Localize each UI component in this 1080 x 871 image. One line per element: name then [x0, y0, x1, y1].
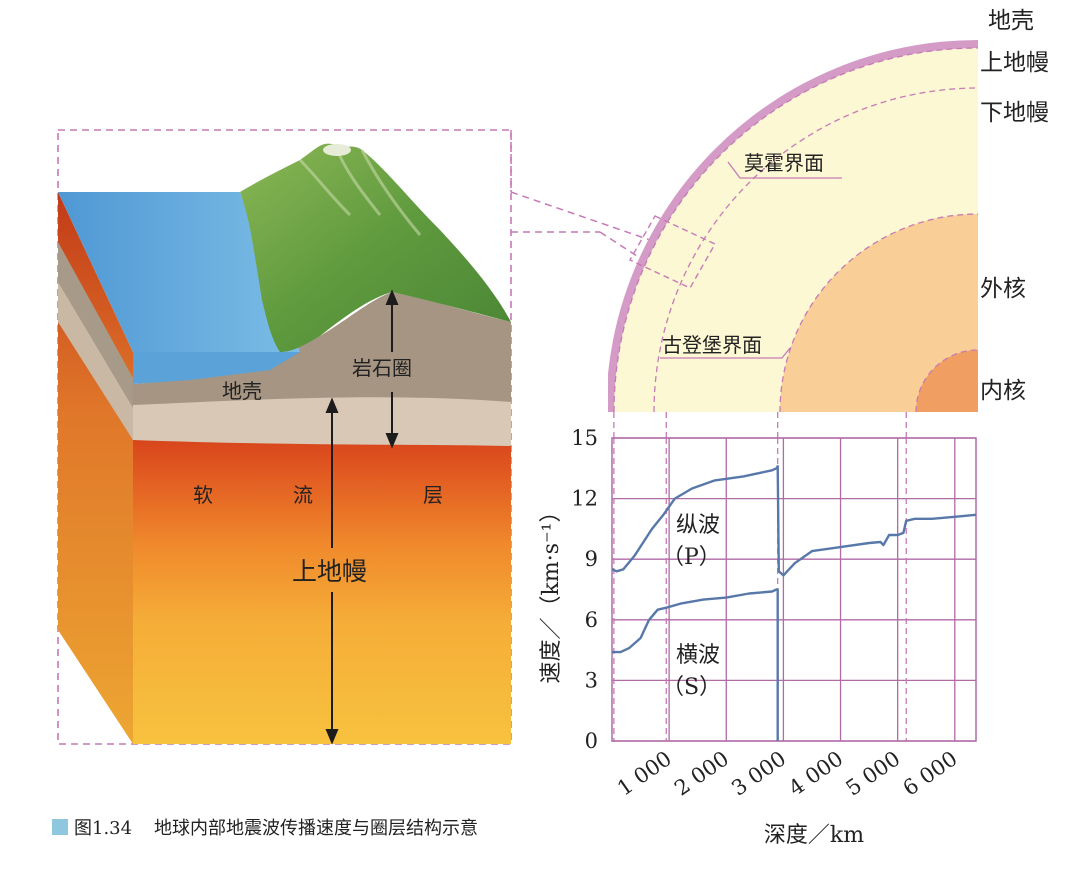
x-tick-label: 6 000: [899, 746, 962, 800]
outer-core-area: [780, 214, 978, 412]
section-lower-mantle-label: 下地幔: [980, 100, 1049, 126]
outer-core-label: 外核: [980, 276, 1026, 302]
y-tick-label: 0: [585, 729, 598, 753]
inner-core-area: [916, 350, 978, 412]
y-tick-labels: 0 3 6 9 12 15: [571, 426, 598, 753]
s-wave-label-line1: 横波: [676, 643, 720, 668]
section-leader-lines: [660, 161, 842, 359]
gutenberg-boundary: [779, 213, 979, 412]
upper-mantle-front: [133, 440, 511, 744]
y-tick-label: 9: [585, 547, 598, 571]
asthenosphere-char-1: 软: [193, 483, 213, 507]
lithosphere-lower-band: [133, 396, 511, 446]
x-tick-label: 2 000: [670, 746, 733, 800]
ocean-surface: [58, 192, 300, 352]
moho-label: 莫霍界面: [744, 151, 824, 175]
x-tick-label: 1 000: [613, 746, 676, 800]
x-tick-label: 3 000: [727, 746, 790, 800]
figure-caption: 图1.34 地球内部地震波传播速度与圈层结构示意: [52, 818, 478, 839]
inner-core-label: 内核: [980, 378, 1026, 404]
x-tick-label: 4 000: [784, 746, 847, 800]
block-upper-mantle-label: 上地幔: [292, 557, 367, 586]
y-tick-label: 12: [571, 487, 598, 511]
mountain: [240, 143, 511, 352]
asthenosphere-char-3: 层: [423, 483, 443, 507]
y-axis-label: 速度／（km·s⁻¹）: [539, 501, 564, 684]
moho-boundary: [613, 47, 979, 412]
chart-series: [612, 465, 976, 741]
inner-core-boundary: [915, 349, 979, 412]
snow-cap: [323, 144, 351, 156]
ocean-front: [133, 352, 300, 384]
lithosphere-arrow: [385, 289, 399, 449]
section-crust-label: 地壳: [988, 8, 1034, 34]
chart-frame: [611, 437, 977, 742]
crust-front: [133, 292, 511, 405]
caption-figure-number: 图1.34: [74, 818, 132, 839]
x-axis-label: 深度／km: [764, 823, 864, 848]
y-tick-label: 15: [571, 426, 598, 450]
zoom-box: [629, 215, 716, 289]
gutenberg-label: 古登堡界面: [662, 333, 762, 357]
zoom-connector: [510, 130, 651, 259]
upper-lower-mantle-boundary: [653, 87, 979, 412]
chart-grid: [612, 437, 976, 742]
p-wave-label-line1: 纵波: [676, 513, 720, 538]
chart-boundary-lines: [613, 412, 907, 741]
p-wave-line: [612, 465, 976, 577]
asthenosphere-char-2: 流: [293, 483, 313, 507]
y-tick-label: 6: [585, 608, 598, 632]
block-side-rock: [58, 282, 133, 440]
block-diagram: 地壳 岩石圈 软 流 层 上地幔: [57, 129, 512, 745]
x-tick-label: 5 000: [842, 746, 905, 800]
section-upper-mantle-label: 上地幔: [980, 50, 1049, 76]
s-wave-line: [612, 588, 779, 741]
block-lithosphere-label: 岩石圈: [352, 356, 412, 380]
earth-quarter-section: [608, 40, 979, 412]
y-tick-label: 3: [585, 668, 598, 692]
upper-mantle-arrow: [325, 397, 339, 745]
p-wave-label-line2: （P）: [662, 545, 721, 570]
s-wave-label-line2: （S）: [662, 675, 721, 700]
caption-marker: [52, 819, 68, 835]
caption-title: 地球内部地震波传播速度与圈层结构示意: [154, 818, 478, 839]
block-crust-label: 地壳: [222, 379, 262, 403]
